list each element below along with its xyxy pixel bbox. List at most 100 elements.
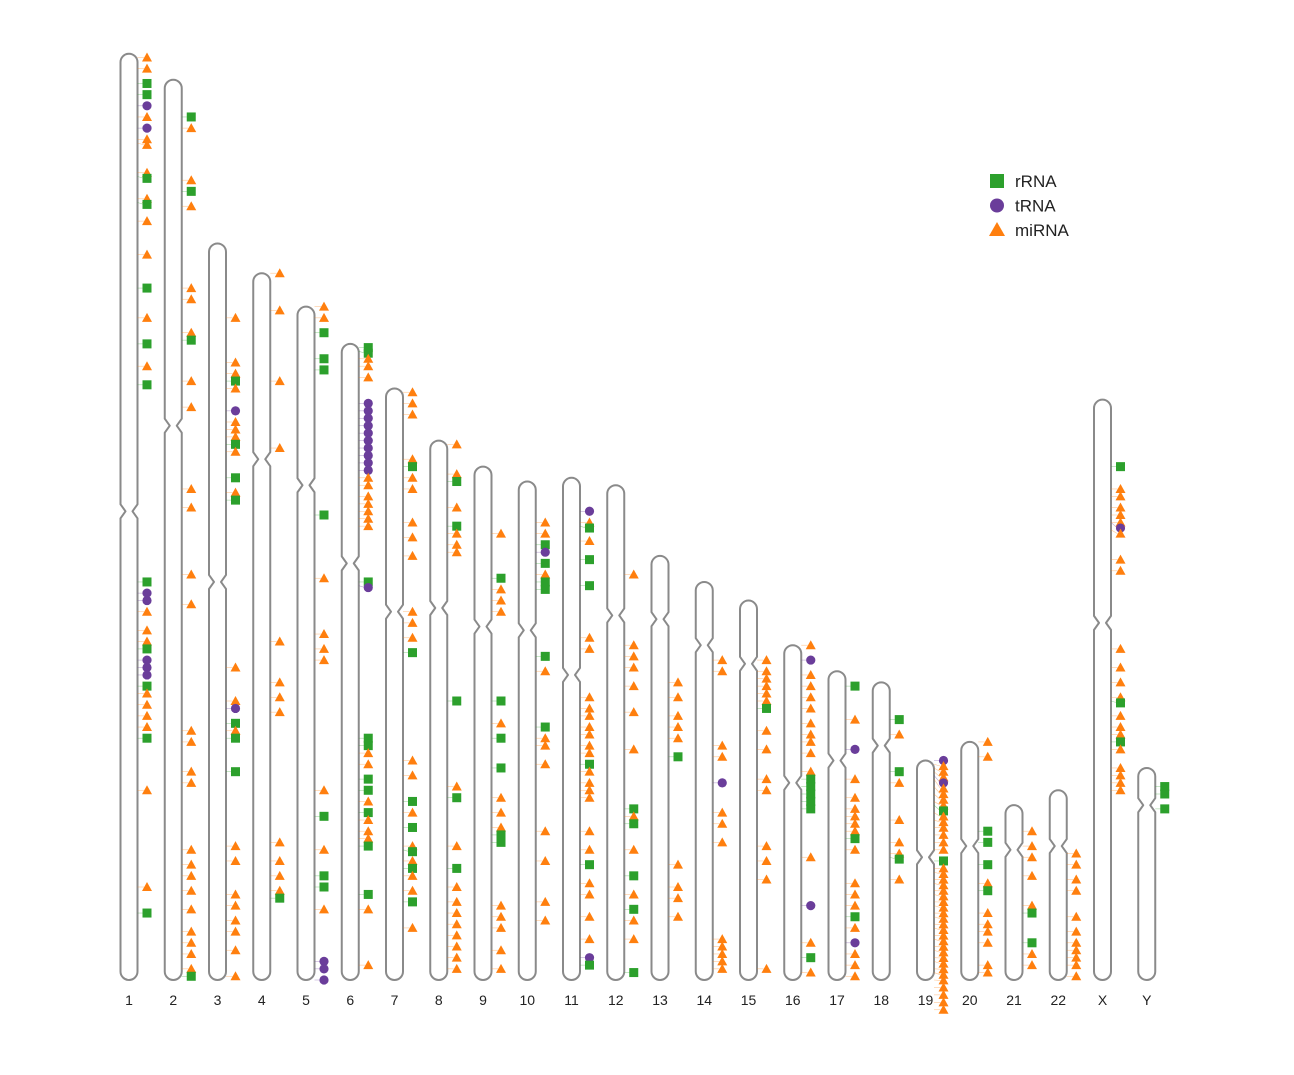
miRNA-marker xyxy=(717,666,728,676)
miRNA-marker xyxy=(761,725,772,735)
miRNA-marker xyxy=(717,751,728,761)
chromosome-body xyxy=(650,555,670,981)
miRNA-marker xyxy=(628,889,639,899)
miRNA-marker xyxy=(363,521,374,531)
miRNA-marker xyxy=(319,844,329,854)
rRNA-marker xyxy=(540,558,550,568)
miRNA-marker xyxy=(1115,777,1126,787)
chromosome-13 xyxy=(650,555,670,981)
miRNA-marker xyxy=(1071,971,1082,981)
miRNA-marker xyxy=(982,926,993,936)
miRNA-marker xyxy=(850,826,860,836)
feature-connector xyxy=(933,771,941,778)
miRNA-marker xyxy=(319,312,329,322)
rRNA-marker xyxy=(850,834,860,844)
miRNA-marker xyxy=(274,707,285,717)
miRNA-marker xyxy=(1071,911,1082,921)
miRNA-marker xyxy=(717,740,728,750)
miRNA-marker xyxy=(805,729,816,739)
chromosome-X xyxy=(1093,398,1112,981)
miRNA-marker xyxy=(805,703,816,713)
chromosome-label: 21 xyxy=(1006,992,1022,1008)
chromosome-body xyxy=(694,581,714,981)
miRNA-marker xyxy=(451,908,462,918)
rRNA-marker xyxy=(1160,782,1170,792)
miRNA-marker xyxy=(274,837,285,847)
miRNA-marker xyxy=(894,815,905,825)
feature-connector xyxy=(933,916,941,920)
rRNA-marker xyxy=(983,860,993,870)
tRNA-marker xyxy=(363,443,373,453)
miRNA-marker xyxy=(186,926,197,936)
rRNA-marker xyxy=(186,112,196,122)
miRNA-marker xyxy=(894,729,905,739)
miRNA-marker xyxy=(496,792,506,802)
miRNA-marker xyxy=(186,175,197,185)
miRNA-marker xyxy=(673,692,683,702)
miRNA-marker xyxy=(761,774,772,784)
miRNA-marker xyxy=(451,896,462,906)
chromosome-label: 6 xyxy=(346,992,354,1008)
miRNA-marker xyxy=(230,417,241,426)
tRNA-marker xyxy=(363,450,373,461)
miRNA-marker xyxy=(1071,937,1082,947)
rRNA-marker xyxy=(585,523,594,533)
rRNA-marker xyxy=(1160,804,1170,814)
miRNA-marker xyxy=(584,766,595,776)
miRNA-marker xyxy=(274,855,285,865)
miRNA-marker xyxy=(186,402,197,412)
miRNA-marker xyxy=(186,327,197,337)
legend-label: tRNA xyxy=(1015,197,1056,216)
miRNA-marker xyxy=(584,792,595,802)
miRNA-marker xyxy=(496,718,506,728)
chromosome-body xyxy=(119,52,139,981)
tRNA-marker xyxy=(717,778,727,788)
miRNA-marker xyxy=(1027,826,1037,836)
feature-connector xyxy=(933,778,941,789)
miRNA-marker xyxy=(717,956,728,966)
miRNA-marker xyxy=(363,833,374,843)
rRNA-marker xyxy=(363,774,373,784)
miRNA-marker xyxy=(186,948,197,958)
miRNA-marker xyxy=(584,878,595,888)
miRNA-marker xyxy=(982,919,993,929)
miRNA-marker xyxy=(761,963,772,973)
chromosome-label: 8 xyxy=(435,992,443,1008)
miRNA-marker xyxy=(407,807,418,817)
rRNA-marker xyxy=(629,904,639,914)
miRNA-marker xyxy=(850,818,860,828)
rRNA-marker xyxy=(275,893,285,903)
feature-connector xyxy=(933,894,941,897)
miRNA-marker xyxy=(584,729,595,739)
rRNA-marker xyxy=(452,696,462,706)
miRNA-marker xyxy=(1027,900,1037,910)
miRNA-marker xyxy=(230,662,241,672)
miRNA-marker xyxy=(761,681,772,691)
miRNA-marker xyxy=(850,878,860,888)
miRNA-marker xyxy=(274,268,285,278)
miRNA-marker xyxy=(761,874,772,884)
chromosome-body xyxy=(429,439,449,981)
miRNA-marker xyxy=(230,900,241,910)
rRNA-marker xyxy=(894,715,904,725)
miRNA-marker xyxy=(938,869,949,878)
miRNA-marker xyxy=(938,880,949,890)
miRNA-marker xyxy=(186,736,197,746)
rRNA-marker xyxy=(142,577,152,587)
miRNA-marker xyxy=(186,294,197,304)
chromosome-label: 20 xyxy=(962,992,978,1008)
rRNA-marker xyxy=(142,90,152,100)
miRNA-marker xyxy=(142,312,152,322)
miRNA-marker xyxy=(938,837,949,847)
rRNA-marker xyxy=(762,703,771,713)
miRNA-marker xyxy=(319,655,329,665)
miRNA-marker xyxy=(1115,528,1126,538)
miRNA-marker xyxy=(407,550,418,560)
miRNA-marker xyxy=(717,818,728,828)
miRNA-marker xyxy=(938,766,949,776)
miRNA-marker xyxy=(142,636,152,646)
miRNA-marker xyxy=(761,696,772,705)
tRNA-marker xyxy=(142,670,152,680)
rRNA-marker xyxy=(496,696,506,706)
miRNA-marker xyxy=(938,897,949,906)
